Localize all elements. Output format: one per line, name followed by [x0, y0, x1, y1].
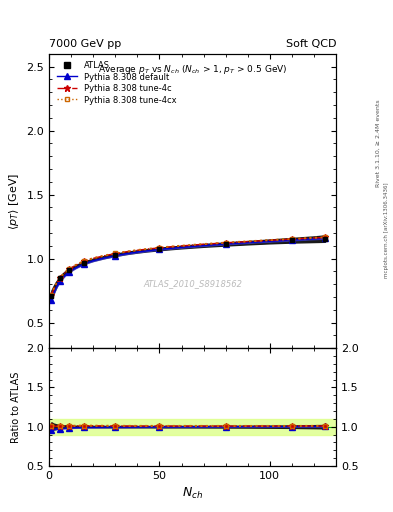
- Text: 7000 GeV pp: 7000 GeV pp: [49, 38, 121, 49]
- X-axis label: $N_{ch}$: $N_{ch}$: [182, 486, 203, 501]
- Text: ATLAS_2010_S8918562: ATLAS_2010_S8918562: [143, 279, 242, 288]
- Y-axis label: Ratio to ATLAS: Ratio to ATLAS: [11, 371, 21, 443]
- Text: mcplots.cern.ch [arXiv:1306.3436]: mcplots.cern.ch [arXiv:1306.3436]: [384, 183, 389, 278]
- Text: Rivet 3.1.10, ≥ 2.4M events: Rivet 3.1.10, ≥ 2.4M events: [376, 99, 380, 187]
- Text: Soft QCD: Soft QCD: [286, 38, 336, 49]
- Text: Average $p_T$ vs $N_{ch}$ ($N_{ch}$ > 1, $p_T$ > 0.5 GeV): Average $p_T$ vs $N_{ch}$ ($N_{ch}$ > 1,…: [98, 62, 287, 76]
- Legend: ATLAS, Pythia 8.308 default, Pythia 8.308 tune-4c, Pythia 8.308 tune-4cx: ATLAS, Pythia 8.308 default, Pythia 8.30…: [53, 58, 180, 108]
- Y-axis label: $\langle p_T \rangle$ [GeV]: $\langle p_T \rangle$ [GeV]: [7, 173, 21, 229]
